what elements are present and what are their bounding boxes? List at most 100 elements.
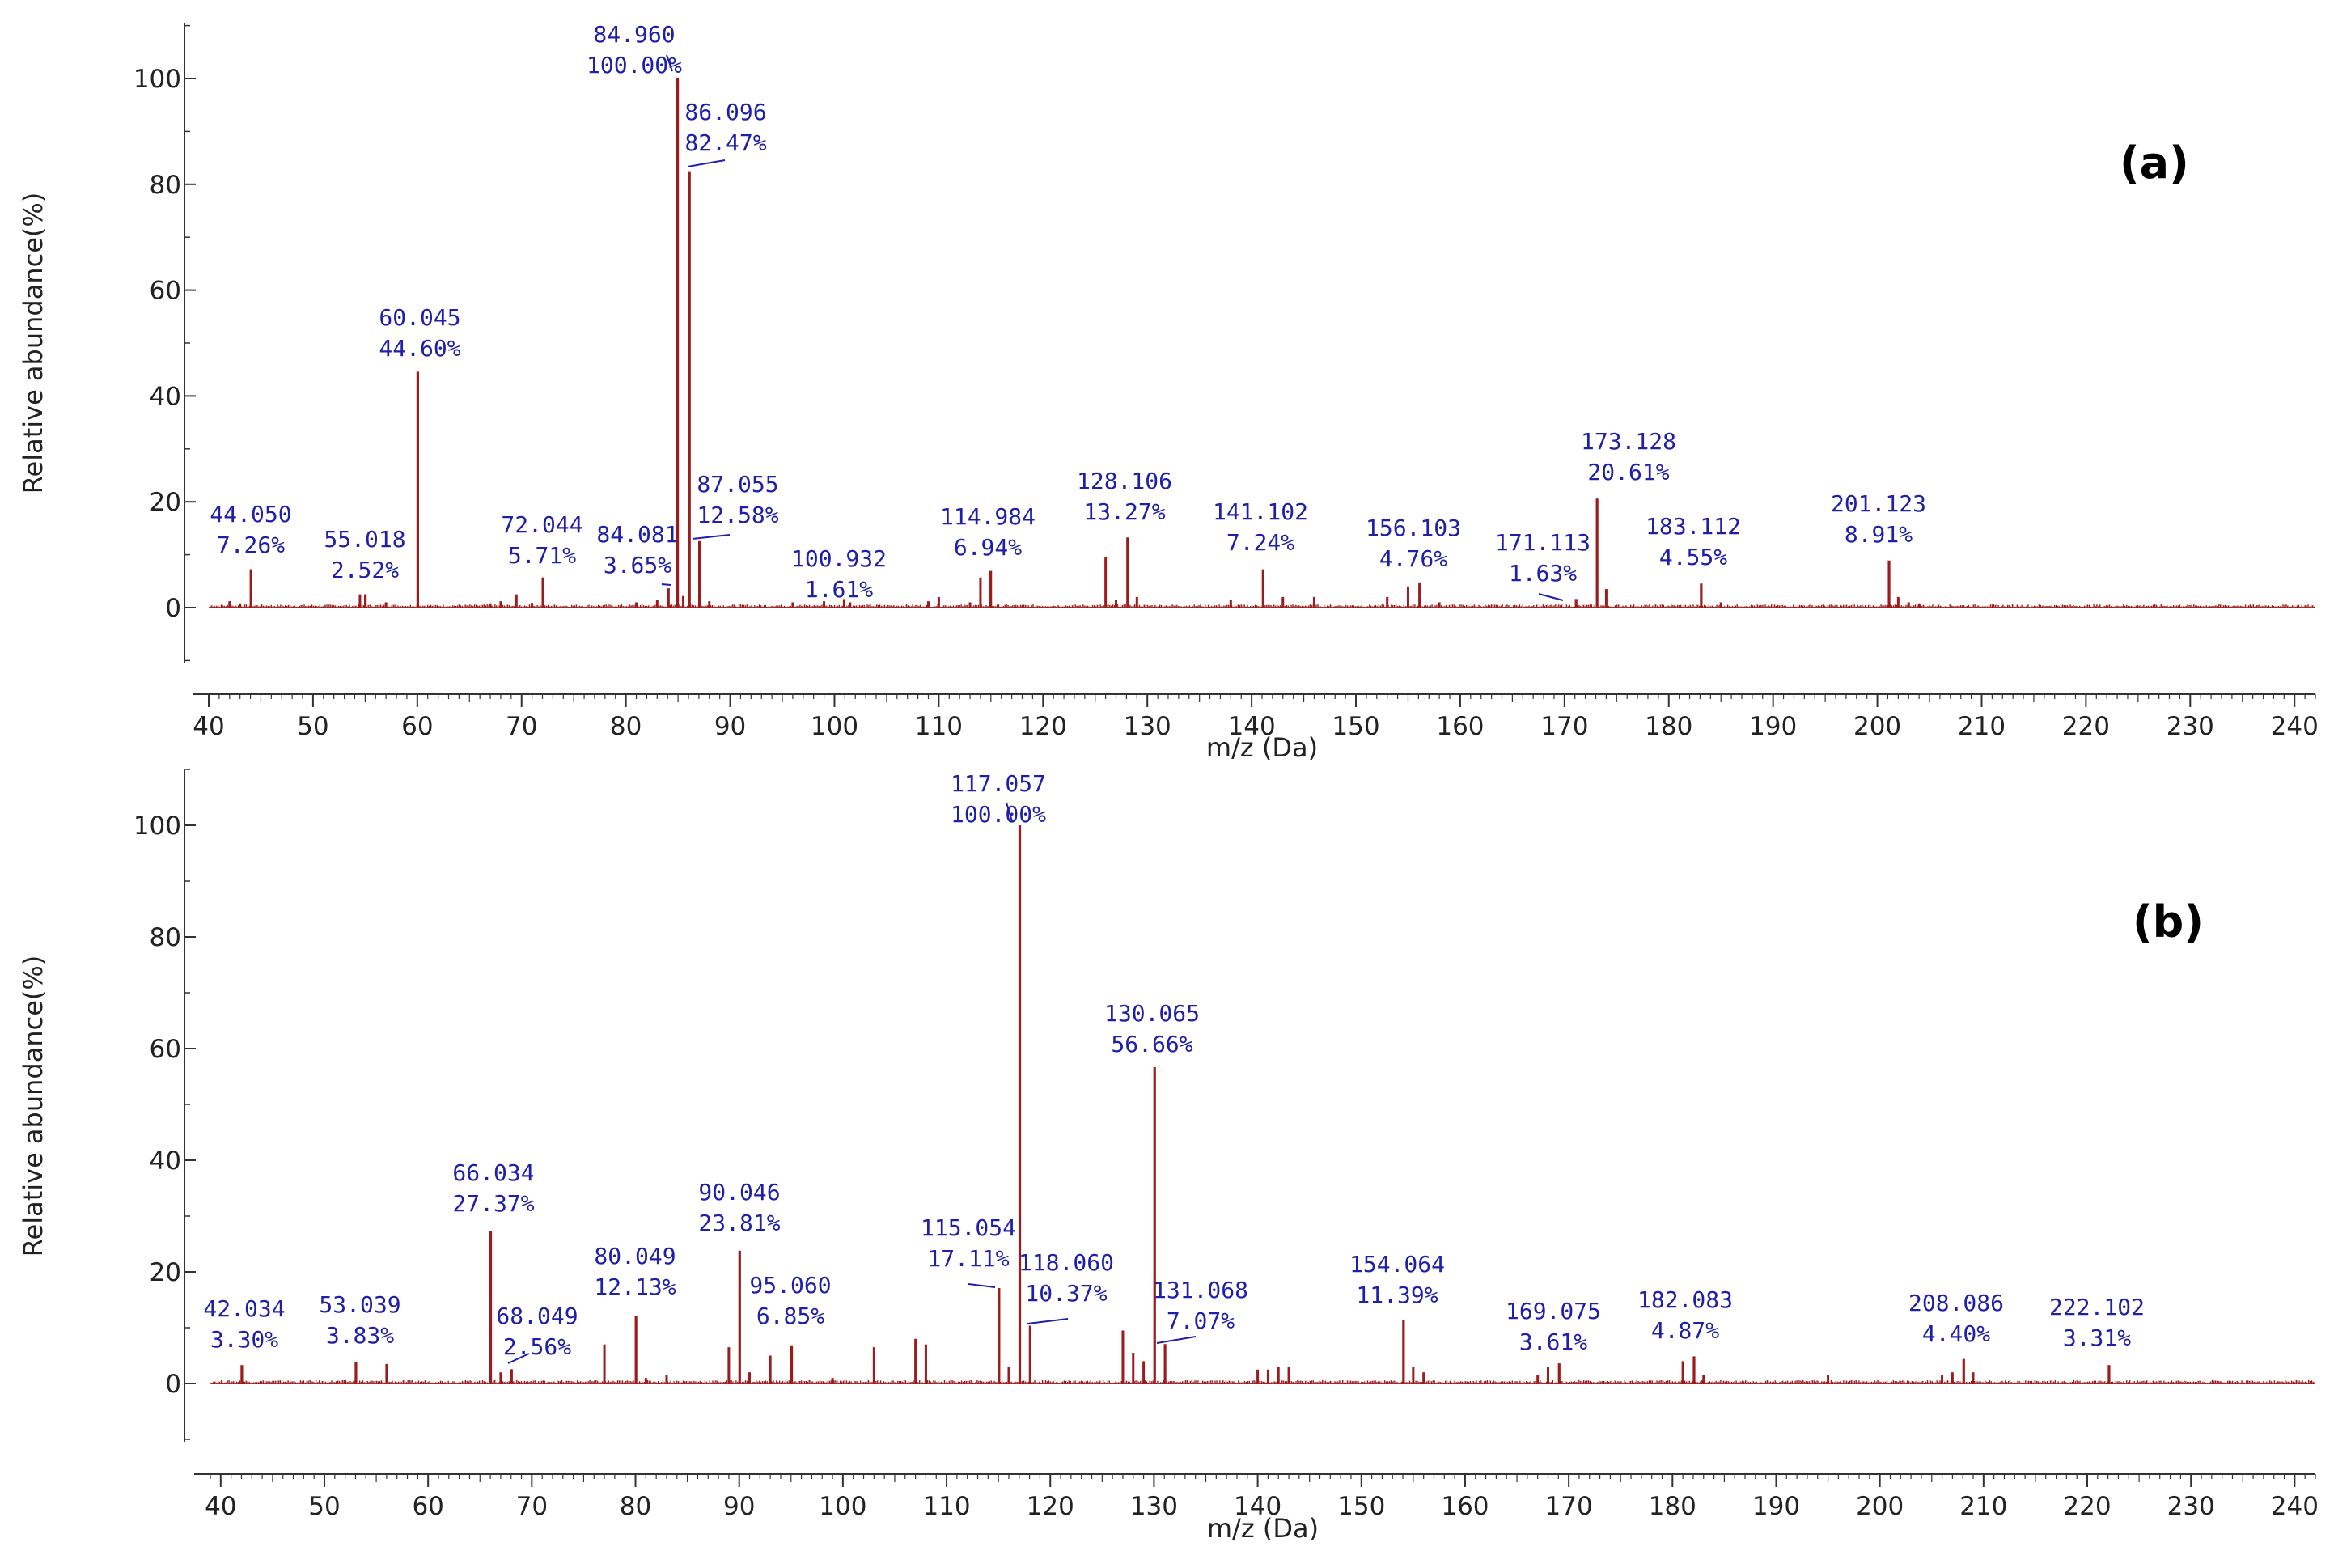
panel-label: (b) <box>2133 896 2204 947</box>
peak-pct-label: 82.47% <box>684 129 766 156</box>
x-tick-label: 110 <box>922 1492 970 1521</box>
peak-pct-label: 17.11% <box>927 1245 1009 1272</box>
peak-mz-label: 84.960 <box>593 21 675 48</box>
peak-pct-label: 7.26% <box>217 532 285 558</box>
x-tick-label: 190 <box>1752 1492 1800 1521</box>
peak-mz-label: 42.034 <box>203 1295 285 1322</box>
peak-pct-label: 7.24% <box>1226 529 1294 556</box>
x-tick-label: 140 <box>1228 712 1276 741</box>
peak-mz-label: 95.060 <box>749 1272 831 1299</box>
peak-pct-label: 23.81% <box>698 1210 780 1236</box>
peak-mz-label: 118.060 <box>1019 1249 1114 1276</box>
x-tick-label: 110 <box>915 712 963 741</box>
x-tick-label: 230 <box>2167 1492 2215 1521</box>
y-tick-label: 40 <box>150 382 181 411</box>
peak-pct-label: 12.13% <box>594 1273 676 1300</box>
x-tick-label: 220 <box>2063 1492 2111 1521</box>
y-axis-title: Relative abundance(%) <box>18 193 49 494</box>
x-tick-label: 80 <box>620 1492 651 1521</box>
x-tick-label: 120 <box>1027 1492 1074 1521</box>
peak-leader-line <box>692 534 731 540</box>
peak-pct-label: 3.65% <box>604 552 671 578</box>
x-tick-label: 170 <box>1540 712 1588 741</box>
x-tick-label: 220 <box>2062 712 2110 741</box>
x-tick-label: 230 <box>2167 712 2214 741</box>
peak-pct-label: 100.00% <box>951 801 1046 828</box>
y-tick-label: 20 <box>150 488 181 517</box>
peak-mz-label: 183.112 <box>1646 513 1741 540</box>
peak-pct-label: 27.37% <box>452 1190 534 1217</box>
x-tick-label: 120 <box>1019 712 1067 741</box>
x-tick-label: 50 <box>308 1492 340 1521</box>
peak-pct-label: 11.39% <box>1356 1282 1438 1308</box>
peak-mz-label: 115.054 <box>921 1214 1016 1241</box>
peak-leader-line <box>1027 1318 1069 1324</box>
x-tick-label: 140 <box>1234 1492 1281 1521</box>
peak-mz-label: 68.049 <box>496 1303 578 1329</box>
peak-leader-line <box>507 1353 530 1364</box>
peak-mz-label: 182.083 <box>1637 1286 1733 1313</box>
peak-mz-label: 90.046 <box>698 1179 780 1206</box>
y-axis-title: Relative abundance(%) <box>18 956 49 1257</box>
peak-mz-label: 201.123 <box>1831 490 1926 517</box>
peak-mz-label: 84.081 <box>596 521 678 548</box>
x-tick-label: 60 <box>401 712 433 741</box>
x-tick-label: 80 <box>610 712 642 741</box>
x-tick-label: 100 <box>819 1492 866 1521</box>
x-tick-label: 160 <box>1441 1492 1489 1521</box>
peak-pct-label: 12.58% <box>697 502 778 528</box>
peak-mz-label: 131.068 <box>1153 1277 1248 1303</box>
peak-mz-label: 173.128 <box>1581 428 1676 455</box>
peak-pct-label: 10.37% <box>1025 1280 1107 1307</box>
x-tick-label: 90 <box>714 712 746 741</box>
peak-mz-label: 114.984 <box>940 503 1036 530</box>
peak-mz-label: 100.932 <box>791 545 887 572</box>
x-tick-label: 210 <box>1958 712 2006 741</box>
x-tick-label: 150 <box>1337 1492 1385 1521</box>
peak-leader-line <box>1156 1336 1197 1344</box>
x-tick-label: 180 <box>1649 1492 1696 1521</box>
peak-mz-label: 80.049 <box>594 1243 676 1269</box>
peak-mz-label: 60.045 <box>379 304 460 331</box>
peak-mz-label: 156.103 <box>1366 515 1461 541</box>
peak-pct-label: 1.61% <box>805 576 873 603</box>
x-axis-title: m/z (Da) <box>1207 1513 1319 1544</box>
peak-mz-label: 154.064 <box>1349 1251 1445 1278</box>
peak-mz-label: 128.106 <box>1077 468 1172 494</box>
peak-mz-label: 222.102 <box>2049 1294 2145 1320</box>
peak-mz-label: 169.075 <box>1506 1298 1601 1324</box>
peak-mz-label: 117.057 <box>951 770 1046 797</box>
peak-pct-label: 2.52% <box>331 557 399 583</box>
x-tick-label: 130 <box>1124 712 1171 741</box>
x-tick-label: 160 <box>1436 712 1484 741</box>
x-tick-label: 50 <box>297 712 328 741</box>
peak-leader-line <box>661 583 671 586</box>
y-tick-label: 80 <box>150 171 181 200</box>
peak-pct-label: 20.61% <box>1587 459 1669 485</box>
x-tick-label: 240 <box>2271 1492 2319 1521</box>
peak-mz-label: 55.018 <box>324 526 405 553</box>
x-tick-label: 180 <box>1645 712 1692 741</box>
x-tick-label: 150 <box>1332 712 1379 741</box>
x-tick-label: 70 <box>506 712 537 741</box>
y-tick-label: 80 <box>150 923 181 952</box>
peak-mz-label: 141.102 <box>1213 498 1308 525</box>
peak-leader-line <box>666 54 673 72</box>
x-tick-label: 40 <box>205 1492 236 1521</box>
peak-mz-label: 87.055 <box>697 471 778 498</box>
peak-leader-line <box>968 1283 996 1288</box>
peak-pct-label: 3.61% <box>1519 1329 1587 1355</box>
panel-label: (a) <box>2120 138 2189 189</box>
x-tick-label: 70 <box>516 1492 548 1521</box>
peak-pct-label: 56.66% <box>1111 1031 1192 1057</box>
peak-pct-label: 6.94% <box>954 534 1022 561</box>
peak-mz-label: 208.086 <box>1908 1290 2004 1316</box>
peak-pct-label: 4.76% <box>1379 545 1447 572</box>
x-tick-label: 170 <box>1545 1492 1593 1521</box>
peak-pct-label: 2.56% <box>503 1333 571 1360</box>
x-tick-label: 100 <box>811 712 858 741</box>
peak-mz-label: 130.065 <box>1104 1000 1200 1027</box>
x-tick-label: 210 <box>1959 1492 2007 1521</box>
x-tick-label: 130 <box>1130 1492 1178 1521</box>
